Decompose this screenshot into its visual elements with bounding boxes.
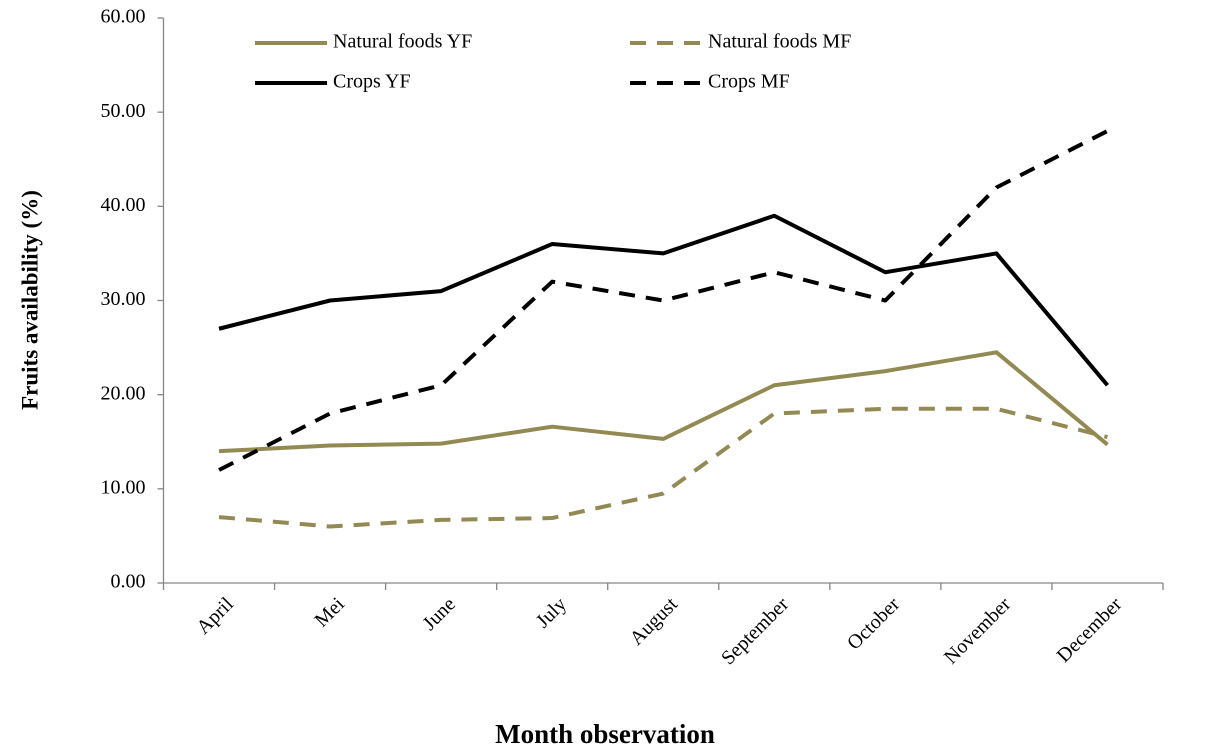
y-tick-label: 0.00: [111, 571, 146, 593]
y-tick-label: 20.00: [101, 382, 146, 404]
y-tick-label: 10.00: [101, 476, 146, 498]
y-tick-label: 50.00: [101, 100, 146, 122]
series-line: [218, 129, 1109, 472]
x-tick-label: June: [418, 593, 460, 635]
x-tick-label: November: [940, 593, 1015, 668]
y-axis-title: Fruits availability (%): [17, 190, 42, 410]
x-axis-title: Month observation: [495, 719, 715, 749]
y-tick-label: 30.00: [101, 288, 146, 310]
x-tick-label: September: [717, 593, 793, 669]
y-tick-label: 60.00: [101, 6, 146, 28]
y-tick-label: 40.00: [101, 194, 146, 216]
legend-label: Natural foods YF: [333, 31, 472, 53]
x-tick-label: July: [532, 593, 571, 632]
series-line: [218, 350, 1109, 454]
legend-label: Crops MF: [708, 71, 790, 93]
x-tick-label: Mei: [311, 593, 350, 632]
x-tick-label: April: [192, 593, 238, 639]
x-tick-label: August: [626, 593, 683, 650]
series-line: [218, 213, 1109, 387]
legend-label: Crops YF: [333, 71, 411, 93]
x-tick-label: October: [843, 593, 904, 654]
x-tick-label: December: [1053, 593, 1127, 667]
series-line: [218, 406, 1108, 529]
legend-label: Natural foods MF: [708, 31, 851, 53]
